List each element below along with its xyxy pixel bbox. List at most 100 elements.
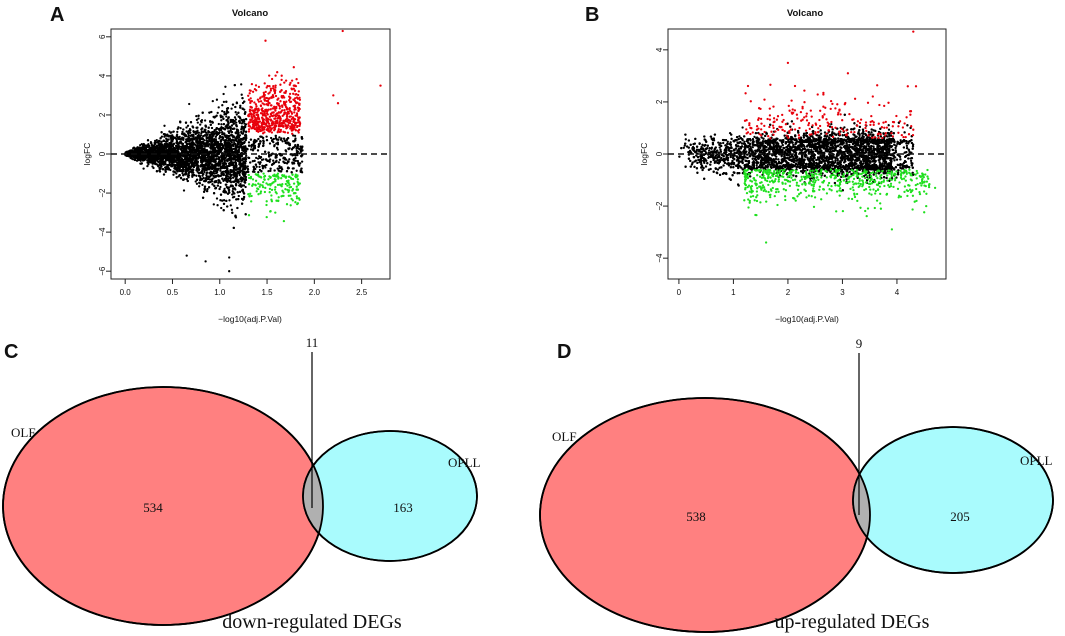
- scatter-point: [225, 177, 228, 180]
- scatter-point: [219, 199, 222, 202]
- scatter-point: [215, 168, 218, 172]
- scatter-point: [244, 178, 247, 182]
- scatter-point: [262, 158, 265, 161]
- scatter-point: [298, 147, 301, 151]
- scatter-point: [261, 136, 265, 140]
- scatter-point: [231, 193, 234, 196]
- scatter-point: [223, 156, 226, 159]
- scatter-point: [237, 115, 240, 118]
- volcano-plot-a: A Volcano 0.0 0.5 1.0 1.5 2.0 2.5 −6−4−20246 …: [50, 4, 391, 324]
- scatter-point: [218, 187, 221, 191]
- scatter-point: [298, 162, 302, 165]
- scatter-point: [216, 143, 219, 146]
- scatter-point: [182, 174, 185, 177]
- scatter-point: [221, 104, 224, 107]
- scatter-point: [243, 174, 246, 177]
- scatter-point: [218, 131, 221, 134]
- scatter-point: [273, 144, 276, 147]
- scatter-point: [228, 142, 231, 146]
- scatter-point: [229, 173, 232, 176]
- scatter-point: [209, 161, 212, 164]
- scatter-point: [283, 156, 286, 160]
- scatter-point: [208, 178, 212, 181]
- scatter-point: [236, 159, 240, 163]
- scatter-point: [214, 115, 217, 118]
- scatter-point: [144, 150, 147, 153]
- scatter-point: [287, 166, 290, 170]
- scatter-point: [294, 145, 297, 148]
- scatter-point: [198, 140, 202, 143]
- scatter-point: [211, 167, 214, 170]
- scatter-point: [291, 162, 295, 165]
- scatter-point: [216, 174, 220, 177]
- scatter-point: [208, 131, 211, 134]
- scatter-point: [176, 162, 180, 165]
- scatter-point: [185, 144, 189, 148]
- scatter-point: [232, 166, 236, 169]
- scatter-point: [194, 180, 197, 183]
- scatter-point: [175, 141, 178, 144]
- scatter-point: [255, 156, 258, 160]
- scatter-point: [212, 203, 215, 206]
- scatter-point: [227, 186, 230, 189]
- scatter-point: [186, 154, 189, 157]
- scatter-point: [247, 170, 250, 174]
- scatter-point: [205, 168, 208, 172]
- scatter-point: [285, 170, 289, 173]
- scatter-point: [187, 163, 190, 166]
- scatter-point: [234, 179, 237, 183]
- scatter-point: [219, 150, 222, 153]
- scatter-point: [152, 144, 155, 147]
- scatter-point: [209, 158, 212, 161]
- scatter-point: [268, 158, 272, 161]
- scatter-point: [178, 169, 182, 173]
- scatter-point: [178, 137, 181, 141]
- scatter-point: [278, 158, 282, 161]
- scatter-point: [237, 194, 240, 198]
- scatter-point: [221, 133, 224, 136]
- scatter-point: [155, 139, 158, 142]
- scatter-point: [145, 145, 148, 148]
- scatter-point: [290, 171, 293, 174]
- scatter-point: [168, 163, 171, 167]
- scatter-point: [233, 83, 236, 87]
- scatter-point: [233, 139, 237, 142]
- scatter-point: [223, 191, 226, 194]
- scatter-point: [221, 199, 224, 202]
- scatter-point: [264, 158, 268, 161]
- scatter-point: [152, 166, 155, 170]
- scatter-point: [171, 155, 174, 159]
- scatter-point: [228, 157, 231, 161]
- scatter-point: [225, 136, 228, 139]
- scatter-point: [147, 150, 150, 154]
- scatter-point: [234, 150, 237, 153]
- scatter-point: [219, 174, 222, 178]
- scatter-point: [211, 147, 214, 151]
- scatter-point: [242, 192, 246, 195]
- scatter-point: [239, 166, 242, 170]
- scatter-point: [163, 145, 167, 149]
- scatter-point: [285, 162, 289, 165]
- scatter-point: [218, 159, 221, 162]
- scatter-point: [139, 156, 142, 159]
- scatter-point: [259, 135, 262, 138]
- scatter-point: [168, 141, 171, 145]
- scatter-point: [244, 185, 247, 189]
- scatter-point: [231, 143, 234, 146]
- scatter-point: [203, 129, 207, 132]
- scatter-point: [283, 161, 286, 164]
- scatter-point: [232, 226, 235, 230]
- scatter-point: [219, 181, 222, 185]
- scatter-point: [221, 136, 225, 139]
- scatter-point: [187, 176, 190, 179]
- scatter-point: [204, 179, 207, 183]
- scatter-point: [240, 125, 244, 128]
- scatter-point: [215, 149, 219, 153]
- scatter-point: [186, 124, 190, 127]
- scatter-point: [211, 183, 214, 186]
- scatter-point: [233, 187, 236, 190]
- scatter-point: [213, 184, 216, 188]
- scatter-point: [215, 154, 218, 157]
- scatter-point: [206, 133, 209, 136]
- scatter-point: [163, 133, 167, 136]
